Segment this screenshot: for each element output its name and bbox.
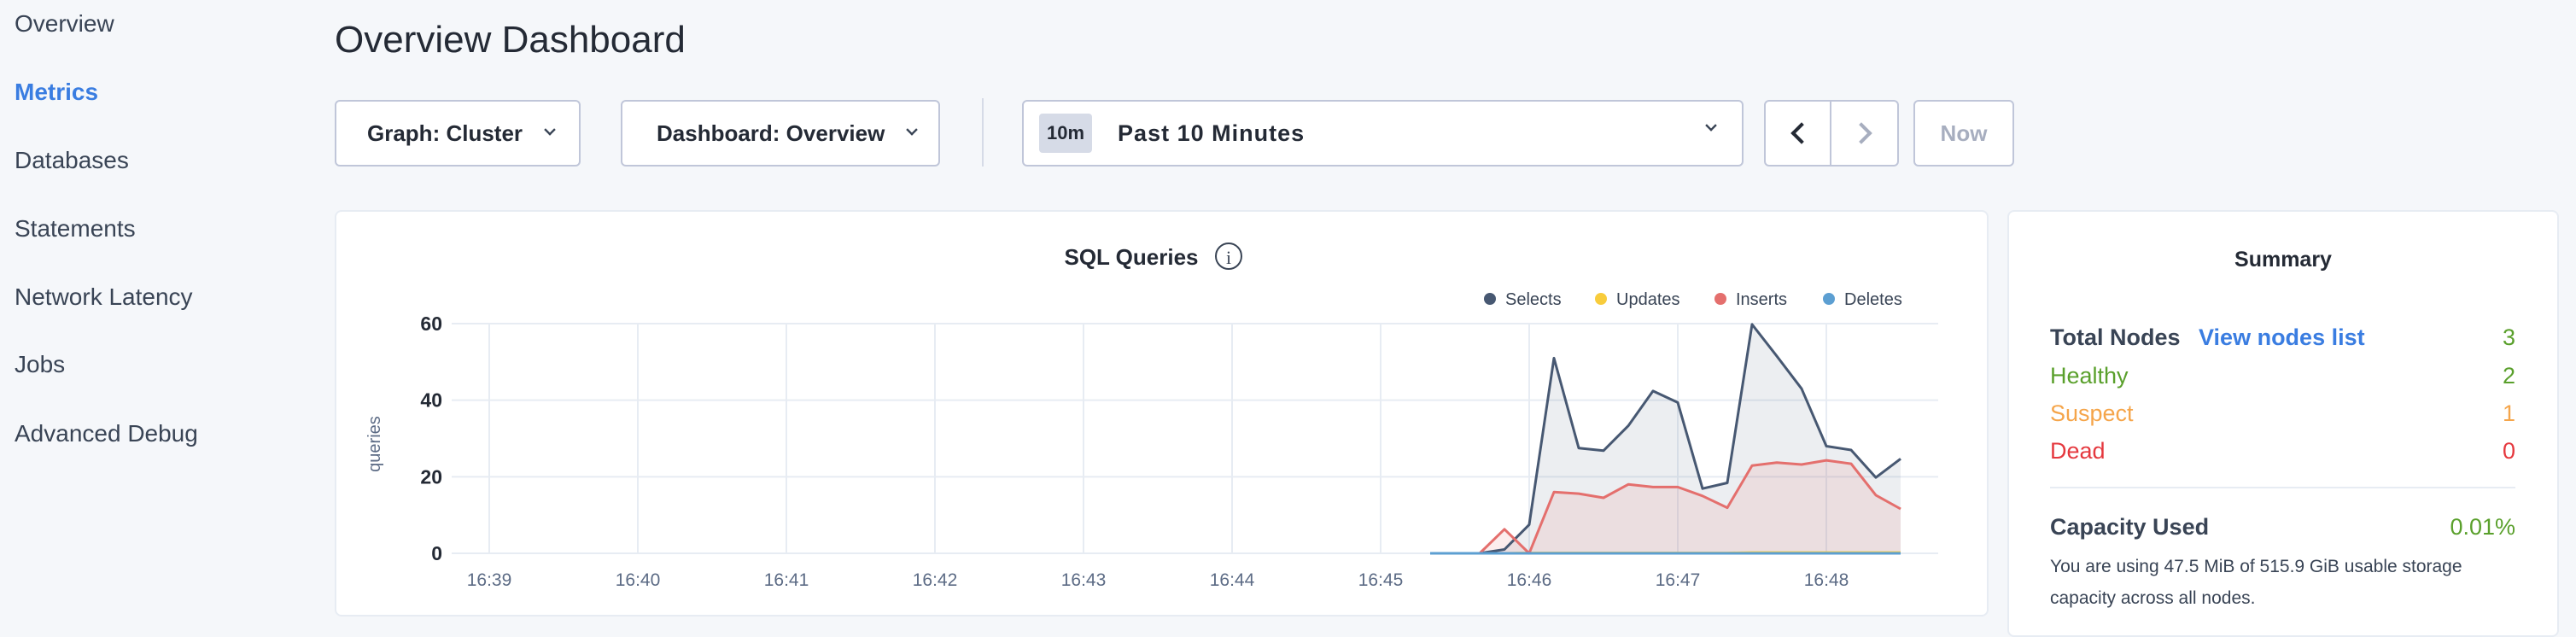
capacity-label: Capacity Used	[2050, 514, 2210, 540]
x-tick-label: 16:43	[1061, 570, 1107, 590]
series-area-inserts	[1430, 460, 1901, 553]
chart-title: SQL Queries	[1064, 244, 1198, 270]
sidebar-item-jobs[interactable]: Jobs	[15, 351, 66, 377]
legend-marker-updates	[1595, 293, 1607, 305]
dashboard-dropdown[interactable]: Dashboard: Overview	[621, 100, 940, 167]
total-nodes-value: 3	[2502, 324, 2515, 350]
capacity-description: You are using 47.5 MiB of 515.9 GiB usab…	[2050, 557, 2462, 608]
time-range-dropdown[interactable]: 10m Past 10 Minutes	[1022, 100, 1744, 167]
time-range-label: Past 10 Minutes	[1118, 120, 1306, 146]
page-title: Overview Dashboard	[335, 19, 686, 61]
sidebar-item-databases[interactable]: Databases	[15, 147, 129, 173]
x-tick-label: 16:40	[616, 570, 661, 590]
series-area-selects	[1430, 324, 1901, 553]
x-tick-label: 16:39	[467, 570, 512, 590]
dead-row: Dead 0	[2050, 438, 2515, 465]
legend-label-inserts: Inserts	[1736, 290, 1787, 309]
summary-divider	[2050, 487, 2515, 488]
info-icon[interactable]: i	[1215, 243, 1242, 270]
sidebar-item-metrics[interactable]: Metrics	[15, 79, 99, 105]
graph-dropdown-label: Graph: Cluster	[367, 120, 523, 146]
y-tick-label: 40	[420, 389, 442, 412]
total-nodes-label: Total Nodes	[2050, 324, 2181, 350]
healthy-row: Healthy 2	[2050, 363, 2515, 389]
x-tick-label: 16:45	[1358, 570, 1404, 590]
legend-marker-inserts	[1714, 293, 1726, 305]
y-tick-label: 0	[431, 542, 442, 564]
summary-title: Summary	[2234, 248, 2332, 272]
capacity-row: Capacity Used 0.01%	[2050, 514, 2515, 541]
suspect-row: Suspect 1	[2050, 400, 2515, 427]
y-tick-label: 20	[420, 465, 442, 488]
dead-value: 0	[2502, 438, 2515, 464]
healthy-value: 2	[2502, 363, 2515, 389]
legend-label-selects: Selects	[1505, 290, 1562, 309]
now-button[interactable]: Now	[1913, 100, 2014, 167]
svg-text:i: i	[1226, 247, 1231, 268]
capacity-value: 0.01%	[2450, 514, 2515, 540]
time-badge: 10m	[1039, 114, 1093, 153]
legend-label-deletes: Deletes	[1844, 290, 1902, 309]
series-line-selects	[1430, 323, 1901, 555]
sidebar-item-network-latency[interactable]: Network Latency	[15, 283, 193, 310]
sidebar-item-advanced-debug[interactable]: Advanced Debug	[15, 420, 198, 447]
legend-marker-deletes	[1823, 293, 1835, 305]
divider	[982, 98, 984, 167]
x-tick-label: 16:47	[1656, 570, 1701, 590]
x-tick-label: 16:44	[1210, 570, 1255, 590]
suspect-label: Suspect	[2050, 400, 2134, 426]
previous-button[interactable]	[1766, 102, 1832, 165]
dead-label: Dead	[2050, 438, 2106, 464]
graph-dropdown[interactable]: Graph: Cluster	[335, 100, 581, 167]
sidebar-item-statements[interactable]: Statements	[15, 215, 136, 242]
x-tick-label: 16:48	[1804, 570, 1849, 590]
sql-queries-chart: SQL Queries i queries 0 20 40 60 16:39 16:40 1…	[365, 243, 1938, 590]
x-tick-label: 16:42	[913, 570, 958, 590]
suspect-value: 1	[2502, 400, 2515, 426]
legend-marker-selects	[1484, 293, 1496, 305]
total-nodes-row: Total Nodes View nodes list 3	[2050, 324, 2515, 351]
chart-card	[335, 210, 1989, 617]
time-nav	[1764, 100, 1899, 167]
dashboard-dropdown-label: Dashboard: Overview	[657, 120, 885, 146]
y-axis-label: queries	[365, 416, 384, 472]
series-line-inserts	[1430, 459, 1901, 555]
legend-label-updates: Updates	[1616, 290, 1680, 309]
view-nodes-list-link[interactable]: View nodes list	[2199, 324, 2365, 350]
y-tick-label: 60	[420, 313, 442, 335]
healthy-label: Healthy	[2050, 363, 2129, 389]
x-tick-label: 16:46	[1507, 570, 1552, 590]
x-tick-label: 16:41	[764, 570, 809, 590]
summary-card	[2007, 210, 2559, 637]
sidebar-item-overview[interactable]: Overview	[15, 10, 114, 37]
